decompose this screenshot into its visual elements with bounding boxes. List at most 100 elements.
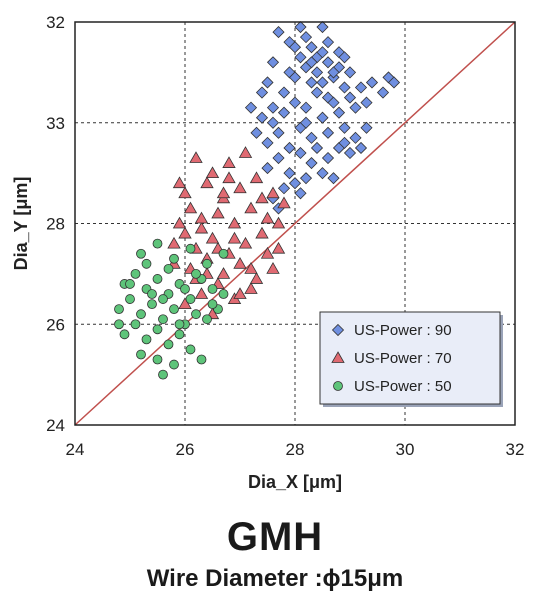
data-point-triangle: [189, 151, 203, 163]
data-point-circle: [125, 279, 135, 289]
x-tick-label: 28: [286, 440, 305, 459]
data-point-triangle: [172, 176, 187, 189]
data-point-circle: [185, 344, 196, 355]
data-point-diamond: [277, 106, 291, 119]
data-point-circle: [207, 299, 218, 310]
y-axis-label: Dia_Y [μm]: [11, 177, 31, 271]
data-point-circle: [174, 329, 185, 340]
data-point-diamond: [272, 26, 285, 39]
data-point-diamond: [338, 136, 351, 149]
data-point-triangle: [178, 186, 192, 199]
data-point-circle: [152, 324, 163, 335]
data-point-circle: [130, 268, 141, 279]
data-point-diamond: [310, 66, 324, 79]
data-point-diamond: [294, 187, 307, 200]
data-point-diamond: [261, 136, 274, 149]
data-point-diamond: [305, 41, 318, 54]
data-point-diamond: [354, 81, 368, 94]
data-point-triangle: [216, 186, 231, 199]
data-point-diamond: [327, 96, 340, 109]
data-point-diamond: [266, 56, 280, 69]
data-point-circle: [191, 268, 201, 279]
data-point-triangle: [238, 146, 253, 158]
data-point-circle: [196, 354, 207, 365]
data-point-triangle: [260, 246, 275, 259]
y-axis-ticks: 24 26 28 33 32: [46, 13, 65, 435]
data-point-triangle: [183, 201, 198, 214]
data-point-diamond: [294, 51, 307, 64]
data-point-circle: [114, 319, 124, 330]
data-point-triangle: [194, 287, 209, 299]
data-point-triangle: [277, 196, 291, 209]
reference-diagonal-line: [74, 21, 516, 426]
plot-frame: [74, 21, 516, 426]
data-point-triangle: [172, 216, 187, 229]
data-point-diamond: [305, 76, 318, 89]
data-point-circle: [147, 299, 157, 310]
data-point-circle: [125, 294, 135, 304]
data-point-triangle: [260, 211, 275, 224]
data-point-triangle: [178, 297, 192, 310]
data-point-circle: [185, 243, 196, 254]
data-point-triangle: [205, 166, 220, 179]
y-tick-label: 26: [46, 315, 65, 334]
data-point-diamond: [321, 126, 335, 139]
data-point-triangle: [194, 211, 209, 224]
data-point-diamond: [299, 101, 313, 114]
data-point-diamond: [288, 41, 302, 54]
data-point-diamond: [272, 151, 285, 165]
data-point-circle: [141, 258, 152, 269]
data-point-diamond: [343, 91, 357, 104]
data-point-triangle: [244, 262, 258, 274]
data-point-diamond: [365, 76, 379, 89]
y-tick-label: 24: [46, 416, 65, 435]
legend-label: US-Power : 70: [354, 350, 452, 367]
data-point-triangle: [244, 282, 258, 294]
data-point-triangle: [244, 201, 258, 214]
data-point-diamond: [310, 86, 324, 99]
data-point-triangle: [227, 216, 242, 229]
data-point-triangle: [194, 221, 209, 234]
data-point-circle: [202, 314, 212, 325]
data-point-triangle: [200, 176, 214, 189]
data-point-diamond: [316, 46, 329, 59]
data-point-triangle: [266, 262, 280, 274]
data-point-circle: [152, 238, 163, 249]
x-axis-ticks: 24 26 28 30 32: [66, 440, 525, 459]
data-point-diamond: [288, 71, 302, 84]
series-circle: [114, 238, 229, 380]
data-point-triangle: [211, 206, 225, 219]
data-point-diamond: [255, 86, 269, 99]
data-point-diamond: [244, 101, 258, 114]
data-point-circle: [147, 289, 157, 299]
legend-marker-triangle: [331, 351, 345, 363]
data-point-diamond: [343, 66, 357, 79]
series-diamond: [244, 20, 401, 215]
x-tick-label: 30: [396, 440, 415, 459]
data-point-diamond: [321, 36, 335, 49]
data-point-circle: [163, 339, 174, 350]
data-point-diamond: [321, 56, 335, 69]
data-point-diamond: [288, 96, 302, 109]
scatter-chart: 24 26 28 30 32 24 26 28 33 32 Dia_X [μm] Dia_Y […: [11, 13, 525, 492]
data-point-diamond: [338, 81, 351, 94]
data-point-triangle: [222, 156, 236, 168]
data-point-triangle: [255, 191, 269, 204]
data-point-triangle: [178, 226, 192, 239]
data-point-triangle: [255, 226, 269, 239]
data-point-circle: [152, 354, 163, 365]
data-point-circle: [169, 253, 179, 264]
data-point-diamond: [299, 172, 313, 185]
data-point-triangle: [271, 216, 286, 229]
chart-title: GMH: [226, 515, 324, 559]
data-point-diamond: [343, 146, 357, 160]
x-tick-label: 32: [506, 440, 525, 459]
data-point-triangle: [216, 267, 231, 279]
data-point-diamond: [349, 131, 362, 144]
data-point-diamond: [310, 141, 324, 155]
data-point-circle: [152, 274, 163, 284]
data-point-circle: [158, 294, 168, 304]
data-point-diamond: [255, 111, 269, 124]
data-point-circle: [163, 263, 174, 274]
data-point-diamond: [305, 156, 318, 170]
